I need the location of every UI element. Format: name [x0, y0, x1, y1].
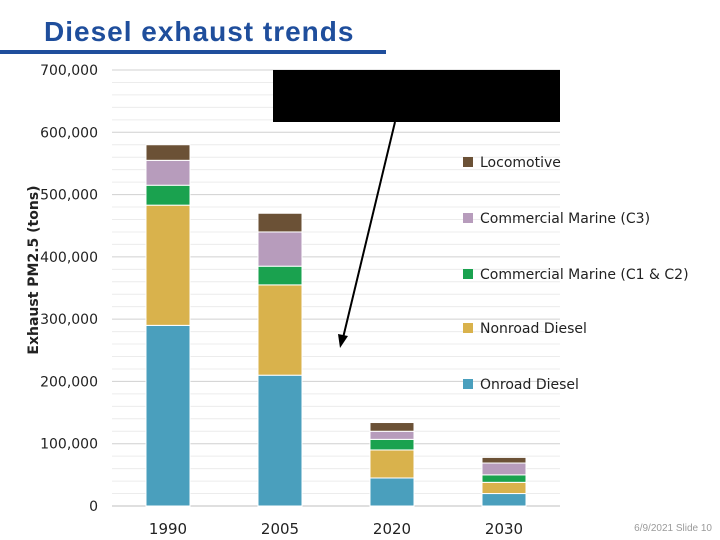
x-axis-categories: 1990 2005 2020 2030: [149, 520, 523, 538]
page-title: Diesel exhaust trends: [44, 16, 355, 47]
legend-swatch: [463, 379, 473, 389]
legend-swatch: [463, 323, 473, 333]
annotation-arrow-head: [338, 334, 348, 348]
bar-segment-commercial-marine-c1-c2--2020: [369, 438, 415, 451]
x-category-label: 2020: [373, 520, 411, 538]
bar-segment-locomotive-2005: [257, 212, 303, 233]
y-axis-label: Exhaust PM2.5 (tons): [26, 185, 42, 354]
bar-segment-commercial-marine-c3--1990: [145, 159, 191, 186]
bar-segment-nonroad-diesel-2030: [481, 481, 527, 495]
bar-segment-commercial-marine-c3--2005: [257, 231, 303, 267]
legend-swatch: [463, 269, 473, 279]
legend-label: Locomotive: [480, 155, 561, 171]
bars: [145, 144, 527, 507]
y-axis-ticks: 0 100,000 200,000 300,000 400,000 500,000 600,…: [40, 63, 98, 515]
y-tick-label: 500,000: [40, 188, 98, 204]
x-category-label: 2030: [485, 520, 523, 538]
x-category-label: 1990: [149, 520, 187, 538]
bar-segment-onroad-diesel-1990: [145, 324, 191, 507]
legend-label: Nonroad Diesel: [480, 321, 587, 337]
bar-segment-commercial-marine-c1-c2--2005: [257, 265, 303, 286]
slide-footer: 6/9/2021 Slide 10: [634, 523, 712, 534]
y-tick-label: 300,000: [40, 312, 98, 328]
bar-segment-commercial-marine-c1-c2--2030: [481, 474, 527, 483]
bar-segment-locomotive-1990: [145, 144, 191, 161]
legend: Locomotive Commercial Marine (C3) Commerci…: [463, 155, 689, 393]
bar-segment-commercial-marine-c3--2030: [481, 462, 527, 476]
x-category-label: 2005: [261, 520, 299, 538]
bar-segment-onroad-diesel-2030: [481, 493, 527, 507]
redacted-box: [273, 70, 560, 122]
y-tick-label: 100,000: [40, 437, 98, 453]
bar-segment-nonroad-diesel-2005: [257, 284, 303, 376]
annotation: [273, 70, 560, 348]
bar-segment-onroad-diesel-2020: [369, 477, 415, 507]
y-tick-label: 400,000: [40, 250, 98, 266]
bar-segment-nonroad-diesel-2020: [369, 449, 415, 479]
y-tick-label: 200,000: [40, 374, 98, 390]
legend-label: Onroad Diesel: [480, 377, 579, 393]
bar-segment-commercial-marine-c3--2020: [369, 430, 415, 440]
bar-segment-locomotive-2020: [369, 422, 415, 432]
bar-segment-nonroad-diesel-1990: [145, 204, 191, 326]
bar-segment-locomotive-2030: [481, 456, 527, 464]
bar-segment-commercial-marine-c1-c2--1990: [145, 184, 191, 206]
legend-swatch: [463, 213, 473, 223]
y-tick-label: 700,000: [40, 63, 98, 79]
y-tick-label: 0: [89, 499, 98, 515]
legend-label: Commercial Marine (C1 & C2): [480, 267, 689, 283]
title-bar: Diesel exhaust trends: [0, 10, 386, 54]
bar-segment-onroad-diesel-2005: [257, 374, 303, 507]
legend-label: Commercial Marine (C3): [480, 211, 650, 227]
legend-swatch: [463, 157, 473, 167]
annotation-arrow-line: [342, 121, 396, 339]
y-tick-label: 600,000: [40, 125, 98, 141]
